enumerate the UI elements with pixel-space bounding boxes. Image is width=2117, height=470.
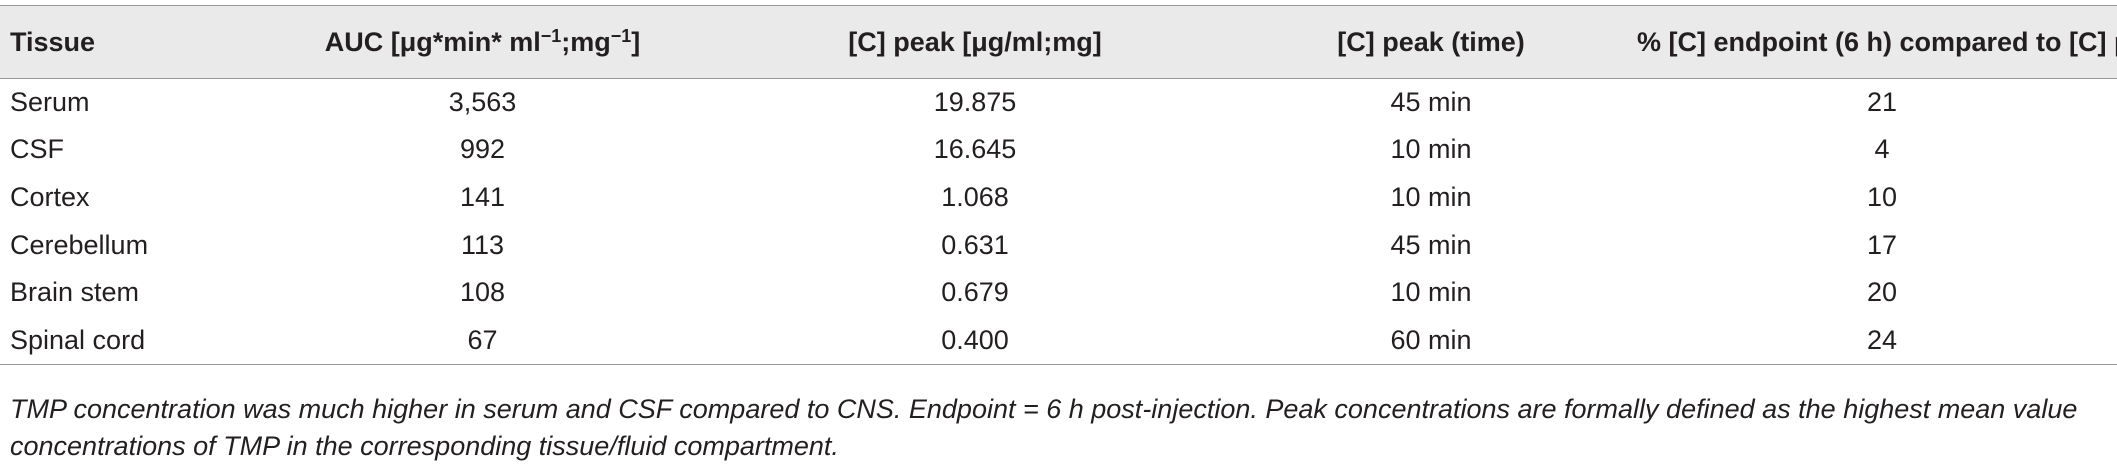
cell-peak: 16.645 — [933, 134, 1017, 165]
pharmacokinetics-table-container: Tissue AUC [μg*min* ml−1;mg−1] [C] peak … — [0, 5, 2117, 365]
pharmacokinetics-table: Tissue AUC [μg*min* ml−1;mg−1] [C] peak … — [0, 5, 2117, 365]
cell-peak-time: 60 min — [1225, 316, 1637, 365]
cell-peak-time: 45 min — [1390, 229, 1472, 260]
cell-tissue: CSF — [10, 134, 64, 165]
table-footnote: TMP concentration was much higher in ser… — [10, 394, 2078, 461]
header-tissue: Tissue — [0, 5, 240, 79]
header-endpoint-percent: % [C] endpoint (6 h) compared to [C] pea… — [1637, 5, 2117, 79]
cell-peak-time: 10 min — [1390, 134, 1472, 165]
cell-tissue: Cortex — [10, 181, 90, 212]
header-row: Tissue AUC [μg*min* ml−1;mg−1] [C] peak … — [0, 5, 2117, 79]
cell-peak: 1.068 — [941, 181, 1009, 212]
cell-auc: 67 — [240, 316, 725, 365]
cell-peak: 0.400 — [725, 316, 1225, 365]
cell-auc: 113 — [460, 229, 505, 260]
cell-endpoint-percent: 21 — [1866, 87, 1898, 118]
header-auc-prefix: AUC [μg*min* ml — [324, 26, 541, 57]
cell-auc: 992 — [459, 134, 506, 165]
header-auc: AUC [μg*min* ml−1;mg−1] — [240, 5, 725, 79]
cell-endpoint-percent: 17 — [1866, 229, 1898, 260]
cell-auc: 108 — [459, 277, 506, 308]
cell-endpoint-percent: 10 — [1866, 181, 1898, 212]
table-row: CSF 992 16.645 10 min 4 — [0, 126, 2117, 174]
table-row: Spinal cord 67 0.400 60 min 24 — [0, 316, 2117, 365]
header-auc-mid: ;mg — [561, 26, 611, 57]
cell-peak-time: 10 min — [1390, 277, 1472, 308]
cell-peak: 0.631 — [941, 229, 1009, 260]
header-auc-suffix: ] — [631, 26, 641, 57]
cell-auc: 141 — [459, 181, 506, 212]
table-body: Serum 3,563 19.875 45 min 21 CSF 992 16.… — [0, 79, 2117, 365]
cell-endpoint-percent: 24 — [1637, 316, 2117, 365]
cell-tissue: Brain stem — [10, 277, 140, 308]
cell-tissue: Cerebellum — [10, 229, 149, 260]
table-row: Cortex 141 1.068 10 min 10 — [0, 174, 2117, 222]
cell-auc: 3,563 — [448, 87, 517, 118]
table-row: Serum 3,563 19.875 45 min 21 — [0, 79, 2117, 127]
table-header: Tissue AUC [μg*min* ml−1;mg−1] [C] peak … — [0, 5, 2117, 79]
header-auc-exponent-2: −1 — [610, 25, 632, 46]
cell-tissue: Serum — [10, 87, 90, 118]
header-peak-concentration: [C] peak [μg/ml;mg] — [725, 5, 1225, 79]
cell-peak: 19.875 — [933, 87, 1017, 118]
table-row: Cerebellum 113 0.631 45 min 17 — [0, 221, 2117, 269]
cell-endpoint-percent: 4 — [1874, 134, 1890, 165]
cell-peak-time: 45 min — [1390, 87, 1472, 118]
cell-tissue: Spinal cord — [0, 316, 240, 365]
cell-peak-time: 10 min — [1390, 181, 1472, 212]
header-auc-exponent-1: −1 — [540, 25, 562, 46]
header-peak-time: [C] peak (time) — [1225, 5, 1637, 79]
table-row: Brain stem 108 0.679 10 min 20 — [0, 269, 2117, 317]
cell-peak: 0.679 — [941, 277, 1009, 308]
cell-endpoint-percent: 20 — [1866, 277, 1898, 308]
